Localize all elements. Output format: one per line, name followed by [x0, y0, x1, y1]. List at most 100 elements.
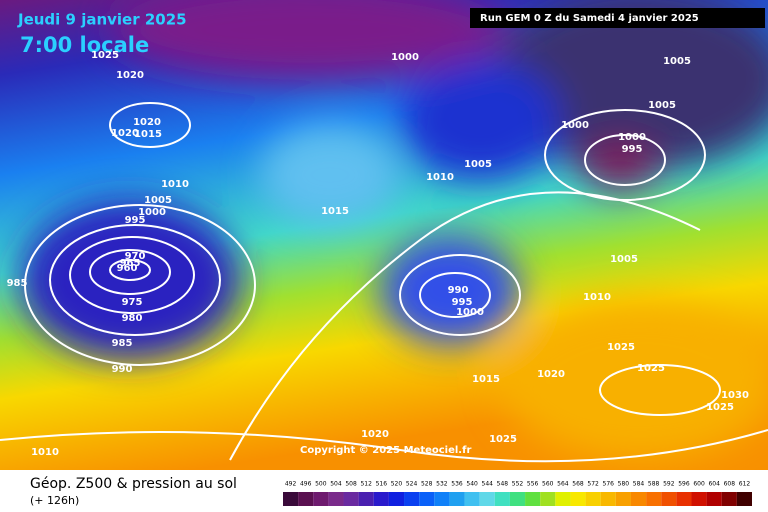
- isobar-label: 1005: [144, 195, 172, 206]
- colorbar-label: 572: [587, 481, 599, 488]
- isobar-label: 1005: [648, 100, 676, 111]
- colorbar-swatch: [661, 492, 677, 506]
- isobar-label: 1000: [138, 207, 166, 218]
- colorbar-label: 536: [451, 481, 463, 488]
- colorbar-label: 528: [421, 481, 433, 488]
- colorbar-swatch: [343, 492, 359, 506]
- valid-date: Jeudi 9 janvier 2025: [17, 11, 187, 29]
- isobar-label: 985: [112, 338, 133, 349]
- colorbar-swatch: [540, 492, 556, 506]
- isobar-label: 990: [112, 364, 133, 375]
- lead-time: (+ 126h): [30, 494, 79, 507]
- isobar-label: 1015: [134, 129, 162, 140]
- isobar-label: 975: [122, 297, 143, 308]
- colorbar-label: 516: [376, 481, 388, 488]
- colorbar-label: 492: [285, 481, 297, 488]
- isobar-label: 1005: [663, 56, 691, 67]
- isobar-label: 1000: [456, 307, 484, 318]
- isobar-label: 1010: [426, 172, 454, 183]
- colorbar-label: 608: [724, 481, 736, 488]
- colorbar-swatch: [479, 492, 495, 506]
- isobar-label: 1010: [161, 179, 189, 190]
- colorbar-swatch: [509, 492, 526, 506]
- colorbar-swatch: [646, 492, 662, 506]
- isobar-label: 1030: [721, 390, 749, 401]
- colorbar-swatch: [464, 492, 480, 506]
- isobar-label: 1015: [472, 374, 500, 385]
- colorbar-label: 600: [693, 481, 705, 488]
- isobar-label: 990: [448, 285, 469, 296]
- colorbar-swatch: [585, 492, 601, 506]
- isobar-label: 1020: [361, 429, 389, 440]
- colorbar-label: 612: [739, 481, 751, 488]
- isobar-label: 1025: [607, 342, 635, 353]
- colorbar-label: 604: [708, 481, 720, 488]
- colorbar-label: 552: [512, 481, 524, 488]
- local-time: 7:00 locale: [20, 33, 149, 57]
- colorbar-label: 508: [345, 481, 357, 488]
- colorbar-label: 584: [633, 481, 645, 488]
- colorbar-label: 564: [557, 481, 569, 488]
- isobar-label: 995: [125, 215, 146, 226]
- colorbar-swatch: [313, 492, 329, 506]
- colorbar-label: 568: [572, 481, 584, 488]
- colorbar-swatch: [615, 492, 631, 506]
- colorbar-swatch: [358, 492, 374, 506]
- isobar-label: 1025: [91, 50, 119, 61]
- colorbar-swatch: [404, 492, 420, 506]
- colorbar-label: 512: [360, 481, 372, 488]
- colorbar-swatch: [706, 492, 722, 506]
- isobar-label: 1025: [637, 363, 665, 374]
- isobar-label: 995: [622, 144, 643, 155]
- isobar-label: 985: [7, 278, 28, 289]
- run-box: [470, 8, 765, 28]
- footer-title: Géop. Z500 & pression au sol: [30, 476, 237, 492]
- colorbar: 492 496 500 504 508 512 516 520 524 528 532 536 540 5…: [283, 481, 752, 506]
- isobar-label: 1020: [133, 117, 161, 128]
- colorbar-swatch: [525, 492, 541, 506]
- isobar-label: 965: [120, 258, 141, 269]
- colorbar-label: 560: [542, 481, 554, 488]
- colorbar-swatch: [721, 492, 737, 506]
- colorbar-swatch: [494, 492, 510, 506]
- colorbar-label: 592: [663, 481, 675, 488]
- colorbar-swatch: [373, 492, 389, 506]
- isobar-label: 1000: [561, 120, 589, 131]
- colorbar-swatch: [298, 492, 314, 506]
- isobar-label: 1000: [391, 52, 419, 63]
- colorbar-swatch: [434, 492, 450, 506]
- colorbar-swatch: [600, 492, 616, 506]
- colorbar-swatch: [691, 492, 707, 506]
- colorbar-label: 548: [497, 481, 509, 488]
- colorbar-label: 500: [315, 481, 327, 488]
- isobar-label: 995: [452, 297, 473, 308]
- isobar-label: 1005: [464, 159, 492, 170]
- copyright: Copyright © 2025 Meteociel.fr: [300, 445, 471, 456]
- colorbar-label: 532: [436, 481, 448, 488]
- colorbar-label: 504: [330, 481, 342, 488]
- isobar-label: 960: [117, 263, 138, 274]
- colorbar-swatch: [676, 492, 692, 506]
- colorbar-label: 520: [391, 481, 403, 488]
- colorbar-swatch: [449, 492, 465, 506]
- colorbar-label: 524: [406, 481, 418, 488]
- isobar-label: 1010: [31, 447, 59, 458]
- colorbar-swatch: [736, 492, 752, 506]
- colorbar-label: 556: [527, 481, 539, 488]
- run-info: Run GEM 0 Z du Samedi 4 janvier 2025: [480, 13, 699, 24]
- isobar-label: 980: [122, 313, 143, 324]
- colorbar-label: 588: [648, 481, 660, 488]
- colorbar-swatch: [555, 492, 571, 506]
- isobar-label: 1020: [537, 369, 565, 380]
- isobar-label: 1025: [706, 402, 734, 413]
- colorbar-label: 596: [678, 481, 690, 488]
- field: [0, 0, 768, 470]
- colorbar-swatch: [630, 492, 647, 506]
- isobar-label: 1020: [116, 70, 144, 81]
- colorbar-label: 580: [618, 481, 630, 488]
- colorbar-label: 540: [466, 481, 478, 488]
- colorbar-swatch: [388, 492, 405, 506]
- isobar-label: 1000: [618, 132, 646, 143]
